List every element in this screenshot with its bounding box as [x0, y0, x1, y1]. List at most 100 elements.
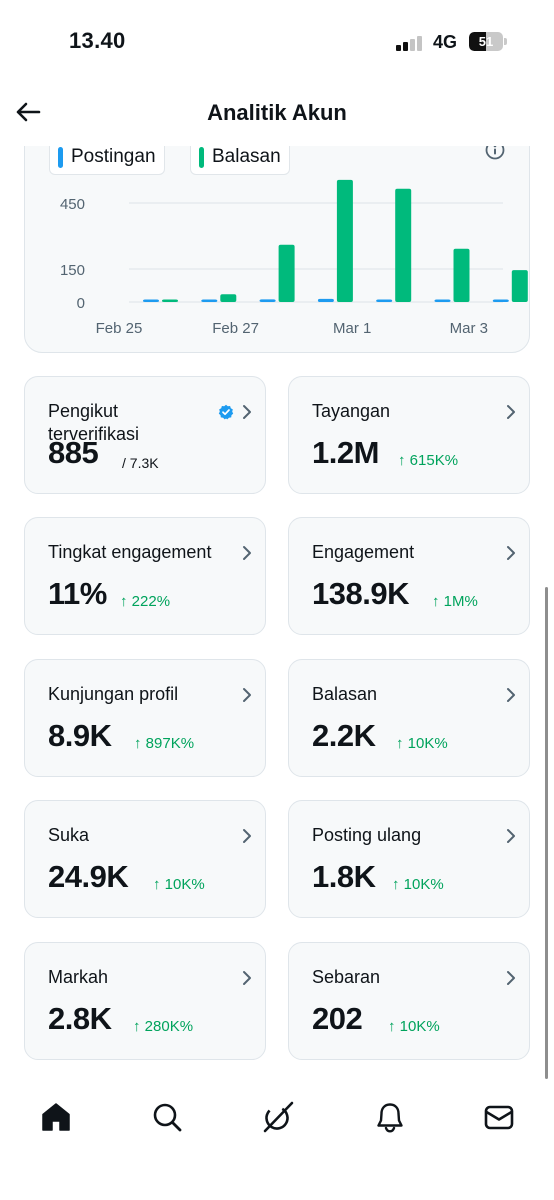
chevron-right-icon	[243, 688, 251, 702]
card-kunjungan-profil[interactable]: Kunjungan profil 8.9K ↑ 897K%	[24, 659, 266, 777]
bar-postingan-mar-2[interactable]	[434, 299, 451, 303]
card-value: 138.9K	[312, 576, 409, 611]
card-label: Kunjungan profil	[48, 684, 179, 704]
y-tick-label: 450	[60, 196, 85, 213]
card-tayangan[interactable]: Tayangan 1.2M ↑ 615K%	[288, 376, 530, 494]
card-label: Posting ulang	[312, 825, 422, 845]
bar-chart: 450 150 0 Feb 25 Feb 27 Mar 1 Mar 3	[60, 179, 528, 337]
card-value: 885	[48, 435, 99, 470]
card-tingkat-engagement[interactable]: Tingkat engagement 11% ↑ 222%	[24, 517, 266, 635]
card-markah[interactable]: Markah 2.8K ↑ 280K%	[24, 942, 266, 1060]
nav-messages[interactable]	[482, 1100, 516, 1134]
card-label: Tayangan	[312, 401, 391, 421]
x-tick-label: Mar 3	[450, 320, 488, 337]
bar-postingan-feb-26[interactable]	[201, 299, 218, 303]
top-header: Analitik Akun	[0, 80, 554, 146]
nav-home[interactable]	[39, 1100, 73, 1134]
chevron-right-icon	[507, 829, 515, 843]
bottom-nav	[0, 1088, 554, 1148]
card-pengikut-terverifikasi[interactable]: Pengikut terverifikasi 885 / 7.3K	[24, 376, 266, 494]
home-icon	[42, 1103, 70, 1131]
bar-balasan-mar-1[interactable]	[395, 188, 412, 302]
card-label: Pengikut terverifikasi	[48, 401, 140, 444]
chevron-right-icon	[243, 405, 251, 419]
x-tick-label: Feb 25	[96, 320, 143, 337]
card-change: ↑ 1M%	[432, 593, 478, 610]
chevron-right-icon	[243, 971, 251, 985]
card-value: 2.2K	[312, 718, 376, 753]
chevron-right-icon	[507, 688, 515, 702]
card-value: 1.8K	[312, 859, 376, 894]
card-change: ↑ 615K%	[398, 452, 459, 469]
x-tick-label: Feb 27	[212, 320, 259, 337]
grok-icon	[263, 1101, 294, 1133]
card-change: ↑ 10K%	[388, 1018, 440, 1035]
legend-swatch-balasan	[199, 146, 204, 168]
card-total: / 7.3K	[122, 455, 159, 471]
bar-postingan-feb-27[interactable]	[259, 299, 276, 302]
scrollbar[interactable]	[545, 587, 548, 1079]
legend-label-balasan: Balasan	[212, 146, 281, 167]
search-icon	[153, 1103, 182, 1132]
card-label: Engagement	[312, 542, 415, 562]
bar-balasan-feb-28[interactable]	[336, 179, 353, 302]
card-value: 1.2M	[312, 435, 379, 470]
card-posting-ulang[interactable]: Posting ulang 1.8K ↑ 10K%	[288, 800, 530, 918]
card-change: ↑ 280K%	[133, 1018, 194, 1035]
nav-search[interactable]	[150, 1100, 184, 1134]
network-label: 4G	[433, 32, 458, 52]
chevron-right-icon	[243, 829, 251, 843]
bar-balasan-mar-2[interactable]	[453, 248, 470, 302]
card-label: Sebaran	[312, 967, 381, 987]
card-label: Tingkat engagement	[48, 542, 212, 562]
bar-balasan-feb-27[interactable]	[278, 244, 295, 302]
card-balasan[interactable]: Balasan 2.2K ↑ 10K%	[288, 659, 530, 777]
card-value: 202	[312, 1001, 363, 1036]
card-change: ↑ 10K%	[153, 876, 205, 893]
status-bar: 13.40 4G 51	[0, 0, 554, 80]
card-value: 24.9K	[48, 859, 129, 894]
cellular-signal-icon	[396, 35, 424, 51]
card-change: ↑ 10K%	[392, 876, 444, 893]
y-tick-label: 0	[77, 295, 85, 312]
chevron-right-icon	[507, 405, 515, 419]
card-label: Balasan	[312, 684, 378, 704]
bar-postingan-mar-3[interactable]	[492, 299, 509, 303]
card-sebaran[interactable]: Sebaran 202 ↑ 10K%	[288, 942, 530, 1060]
status-time: 13.40	[69, 28, 126, 53]
card-change: ↑ 10K%	[396, 735, 448, 752]
bar-postingan-feb-28[interactable]	[317, 298, 334, 302]
card-change: ↑ 222%	[120, 593, 171, 610]
bar-postingan-feb-25[interactable]	[143, 299, 159, 303]
mail-icon	[484, 1105, 514, 1130]
chevron-right-icon	[507, 546, 515, 560]
page-title: Analitik Akun	[207, 100, 347, 125]
bar-balasan-feb-25[interactable]	[162, 299, 178, 303]
battery-percent: 51	[478, 34, 494, 49]
y-tick-label: 150	[60, 262, 85, 279]
card-change: ↑ 897K%	[134, 735, 195, 752]
legend-label-postingan: Postingan	[71, 146, 156, 167]
card-suka[interactable]: Suka 24.9K ↑ 10K%	[24, 800, 266, 918]
nav-grok[interactable]	[261, 1100, 295, 1134]
bar-postingan-mar-1[interactable]	[376, 299, 393, 303]
card-label: Suka	[48, 825, 90, 845]
x-tick-label: Mar 1	[333, 320, 371, 337]
back-arrow-icon	[16, 102, 41, 122]
chevron-right-icon	[507, 971, 515, 985]
nav-notifications[interactable]	[373, 1100, 407, 1134]
card-value: 11%	[48, 576, 107, 611]
verified-badge-icon	[218, 404, 234, 420]
card-value: 8.9K	[48, 718, 112, 753]
card-engagement[interactable]: Engagement 138.9K ↑ 1M%	[288, 517, 530, 635]
bar-balasan-feb-26[interactable]	[220, 294, 237, 302]
bell-icon	[377, 1103, 403, 1133]
card-label: Markah	[48, 967, 109, 987]
chevron-right-icon	[243, 546, 251, 560]
card-value: 2.8K	[48, 1001, 112, 1036]
battery-icon: 51	[469, 32, 507, 51]
chart-card: Postingan Balasan 450 150 0 Feb 25 Feb 27 Mar…	[24, 110, 530, 353]
back-button[interactable]	[12, 96, 44, 128]
bar-balasan-mar-3[interactable]	[511, 270, 528, 302]
legend-swatch-postingan	[58, 146, 63, 168]
